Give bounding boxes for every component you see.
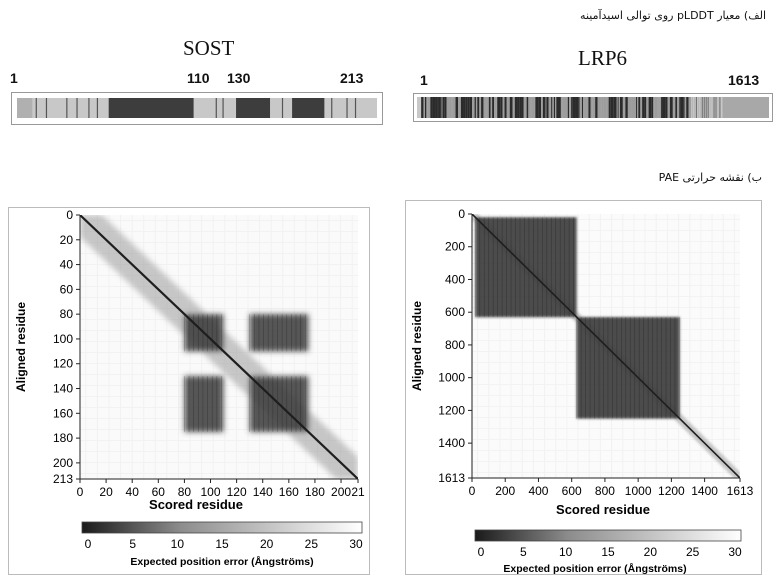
x-tick-label: 0 <box>469 484 476 498</box>
y-tick-label: 0 <box>458 207 465 221</box>
plddt-confident-region <box>108 98 194 118</box>
colorbar-tick-label: 30 <box>728 545 742 559</box>
x-tick-label: 1000 <box>625 484 652 498</box>
x-tick-label: 120 <box>227 485 247 499</box>
x-tick-label: 160 <box>279 485 299 499</box>
sost-pos-start: 1 <box>10 70 18 86</box>
y-tick-label: 200 <box>445 240 465 254</box>
plddt-low-region <box>722 97 769 118</box>
lrp6-pos-start: 1 <box>420 72 428 88</box>
x-tick-label: 140 <box>253 485 273 499</box>
y-tick-label: 213 <box>53 472 73 486</box>
y-tick-label: 800 <box>445 338 465 352</box>
sost-plddt-strip <box>11 92 383 125</box>
lrp6-plddt-strip <box>413 93 773 122</box>
colorbar-tick-label: 15 <box>601 545 615 559</box>
y-tick-label: 600 <box>445 305 465 319</box>
colorbar-tick-label: 10 <box>559 545 573 559</box>
x-tick-label: 180 <box>305 485 325 499</box>
sost-pos-end: 213 <box>340 70 364 86</box>
x-tick-label: 800 <box>595 484 615 498</box>
colorbar-tick-label: 15 <box>215 537 229 551</box>
colorbar-tick-label: 10 <box>171 537 185 551</box>
x-tick-label: 1613 <box>727 484 754 498</box>
plddt-base <box>17 98 377 118</box>
x-tick-label: 80 <box>178 485 192 499</box>
pae-diagonal <box>80 215 358 479</box>
x-tick-label: 100 <box>201 485 221 499</box>
x-tick-label: 40 <box>126 485 140 499</box>
y-tick-label: 1200 <box>438 403 465 417</box>
y-tick-label: 20 <box>60 233 74 247</box>
x-tick-label: 0 <box>77 485 84 499</box>
y-tick-label: 160 <box>53 406 73 420</box>
plddt-confident-region <box>236 98 271 118</box>
y-tick-label: 1613 <box>438 471 465 485</box>
x-tick-label: 200 <box>331 485 351 499</box>
sost-colorbar-label: Expected position error (Ångströms) <box>130 555 313 568</box>
colorbar-tick-label: 5 <box>129 537 136 551</box>
sost-xlabel: Scored residue <box>149 497 243 512</box>
y-tick-label: 40 <box>60 258 74 272</box>
colorbar-tick-label: 20 <box>260 537 274 551</box>
colorbar-tick-label: 25 <box>686 545 700 559</box>
y-tick-label: 100 <box>53 332 73 346</box>
lrp6-colorbar <box>474 529 742 542</box>
lrp6-colorbar-label: Expected position error (Ångströms) <box>503 562 686 575</box>
sost-pae-figure: 0 20 40 60 80 100 120 140 160 180 200 2102040608010… <box>8 207 370 575</box>
y-tick-label: 180 <box>53 431 73 445</box>
lrp6-ylabel: Aligned residue <box>410 301 424 391</box>
x-tick-label: 60 <box>152 485 166 499</box>
pae-low-error-block <box>184 376 224 432</box>
x-tick-label: 600 <box>562 484 582 498</box>
y-tick-label: 120 <box>53 357 73 371</box>
x-tick-label: 200 <box>495 484 515 498</box>
sost-colorbar <box>81 521 363 534</box>
y-tick-label: 1400 <box>438 436 465 450</box>
lrp6-pae-figure: 0 200 400 600 800 1000 1200 1400 161302004006008… <box>405 200 762 575</box>
y-tick-label: 400 <box>445 272 465 286</box>
section-b-label: ب) نقشه حرارتی PAE <box>658 171 762 184</box>
lrp6-xlabel: Scored residue <box>556 502 650 517</box>
colorbar-tick-label: 5 <box>520 545 527 559</box>
y-tick-label: 80 <box>60 307 74 321</box>
colorbar-tick-label: 0 <box>85 537 92 551</box>
colorbar-tick-label: 30 <box>349 537 363 551</box>
x-tick-label: 20 <box>99 485 113 499</box>
pae-low-error-block <box>249 314 309 352</box>
y-tick-label: 1000 <box>438 371 465 385</box>
plddt-confident-region <box>292 98 325 118</box>
x-tick-label: 1400 <box>691 484 718 498</box>
colorbar-tick-label: 0 <box>478 545 485 559</box>
sost-pos-130: 130 <box>227 70 251 86</box>
section-a-label: الف) معیار pLDDT روی توالی اسیدآمینه <box>580 9 766 22</box>
sost-title: SOST <box>183 36 235 60</box>
pae-diagonal <box>472 214 740 478</box>
y-tick-label: 60 <box>60 282 74 296</box>
colorbar-tick-label: 20 <box>644 545 658 559</box>
sost-ylabel: Aligned residue <box>14 302 28 392</box>
colorbar-tick-label: 25 <box>305 537 319 551</box>
x-tick-label: 1200 <box>658 484 685 498</box>
lrp6-pos-end: 1613 <box>728 72 760 88</box>
y-tick-label: 0 <box>66 208 73 222</box>
y-tick-label: 200 <box>53 456 73 470</box>
y-tick-label: 140 <box>53 382 73 396</box>
sost-pos-110: 110 <box>187 70 210 86</box>
lrp6-title: LRP6 <box>578 46 628 70</box>
x-tick-label: 400 <box>528 484 548 498</box>
x-tick-label: 21 <box>351 485 365 499</box>
